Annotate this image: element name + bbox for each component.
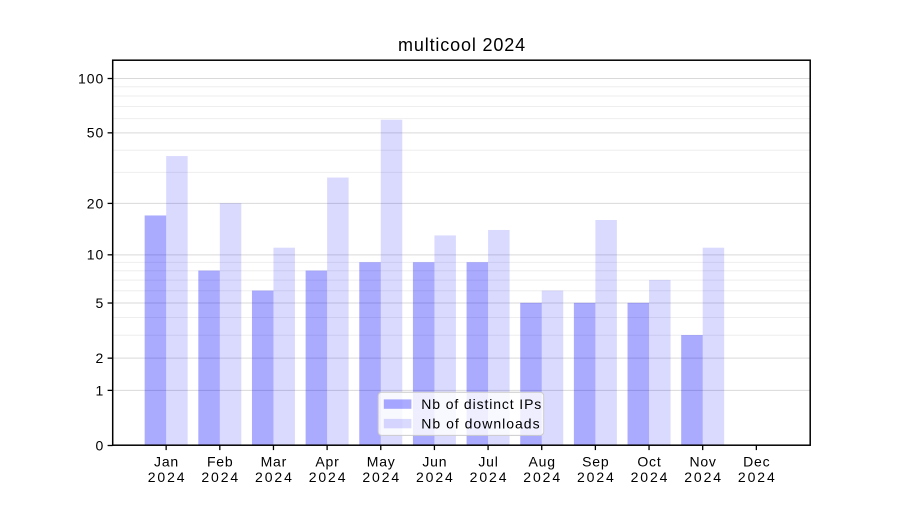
svg-text:May: May (367, 453, 396, 469)
svg-text:2024: 2024 (577, 469, 616, 485)
svg-text:2024: 2024 (148, 469, 187, 485)
svg-text:1: 1 (96, 382, 105, 398)
svg-text:2024: 2024 (684, 469, 723, 485)
svg-text:Apr: Apr (315, 453, 339, 469)
svg-text:Nb of distinct IPs: Nb of distinct IPs (421, 396, 542, 412)
svg-text:0: 0 (96, 437, 105, 453)
svg-text:Jul: Jul (478, 453, 498, 469)
svg-text:2024: 2024 (523, 469, 562, 485)
svg-text:2: 2 (96, 350, 105, 366)
svg-text:20: 20 (87, 195, 105, 211)
svg-text:Sep: Sep (582, 453, 609, 469)
svg-text:50: 50 (87, 125, 105, 141)
svg-text:Jan: Jan (154, 453, 179, 469)
svg-text:2024: 2024 (416, 469, 455, 485)
svg-text:Oct: Oct (637, 453, 661, 469)
svg-text:2024: 2024 (738, 469, 777, 485)
svg-text:Dec: Dec (743, 453, 770, 469)
svg-text:100: 100 (78, 70, 104, 86)
svg-text:2024: 2024 (309, 469, 348, 485)
svg-text:Jun: Jun (422, 453, 447, 469)
svg-text:multicool 2024: multicool 2024 (398, 35, 526, 55)
svg-text:10: 10 (87, 247, 105, 263)
svg-text:2024: 2024 (362, 469, 401, 485)
svg-text:2024: 2024 (201, 469, 240, 485)
svg-text:5: 5 (96, 295, 105, 311)
svg-text:Nov: Nov (689, 453, 716, 469)
svg-text:2024: 2024 (631, 469, 670, 485)
svg-text:Nb of downloads: Nb of downloads (421, 415, 540, 431)
svg-text:2024: 2024 (470, 469, 509, 485)
svg-text:Mar: Mar (261, 453, 288, 469)
svg-text:Feb: Feb (207, 453, 234, 469)
svg-text:Aug: Aug (528, 453, 555, 469)
svg-text:2024: 2024 (255, 469, 294, 485)
